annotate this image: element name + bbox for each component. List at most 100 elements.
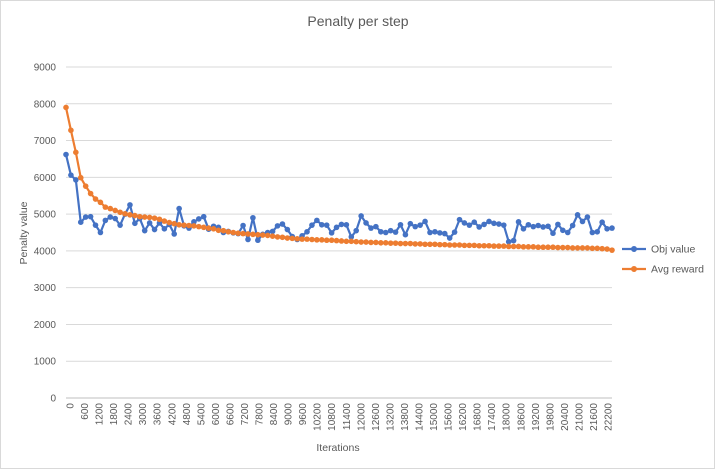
data-point [230, 229, 237, 236]
data-point [432, 241, 438, 248]
data-point [151, 226, 158, 233]
data-point [441, 241, 448, 248]
data-point [535, 244, 542, 251]
data-point [245, 231, 251, 237]
data-point [569, 245, 576, 251]
x-axis-title: Iterations [316, 442, 359, 454]
data-point [363, 220, 369, 226]
data-point [279, 234, 286, 241]
data-point [102, 217, 109, 224]
data-point [540, 224, 546, 230]
data-point [446, 235, 453, 241]
data-point [358, 213, 364, 219]
y-axis-tick-labels: 0 1000 2000 3000 4000 5000 6000 7000 8000 9000 [34, 63, 57, 405]
x-tick-label: 1200 [95, 403, 106, 426]
x-tick-label: 16200 [458, 403, 469, 431]
data-point [318, 221, 325, 228]
data-point [250, 231, 256, 238]
x-tick-label: 10200 [313, 403, 324, 431]
x-tick-label: 5400 [196, 403, 207, 426]
y-tick-label: 4000 [34, 246, 57, 257]
data-point [397, 221, 404, 228]
data-point [284, 226, 291, 233]
data-point [338, 238, 345, 244]
data-point [250, 214, 256, 221]
data-point [609, 225, 615, 231]
data-point [599, 245, 605, 252]
data-point [505, 243, 512, 250]
data-point [402, 240, 409, 247]
data-point [564, 244, 571, 251]
data-point [92, 222, 99, 228]
data-point [353, 227, 360, 234]
x-tick-label: 6000 [211, 403, 222, 426]
data-point [304, 236, 310, 242]
data-point [574, 212, 581, 218]
data-point [407, 220, 414, 227]
series-avg-reward [63, 104, 615, 253]
x-tick-label: 22200 [604, 403, 615, 431]
series-line [64, 154, 613, 243]
data-point [318, 237, 325, 243]
data-point [343, 221, 350, 228]
series-obj-value [63, 151, 615, 245]
data-point [200, 213, 207, 220]
data-point [594, 228, 601, 235]
data-point [141, 227, 148, 234]
x-tick-label: 21000 [574, 403, 585, 431]
data-point [77, 219, 84, 226]
data-point [323, 237, 330, 244]
data-point [63, 151, 69, 158]
data-point [82, 214, 89, 220]
data-point [245, 236, 251, 243]
data-point [146, 214, 153, 221]
data-point [299, 236, 305, 242]
x-tick-label: 12000 [356, 403, 367, 431]
data-point [378, 228, 384, 235]
data-point [471, 219, 478, 226]
data-point [589, 245, 596, 252]
data-point [333, 237, 340, 244]
data-point [68, 172, 74, 178]
data-point [579, 245, 586, 251]
y-tick-label: 9000 [34, 63, 57, 74]
data-point [240, 230, 246, 237]
data-point [136, 213, 143, 220]
data-point [461, 220, 468, 226]
data-point [540, 244, 546, 251]
data-point [205, 225, 212, 231]
data-point [122, 210, 128, 217]
data-point [471, 242, 478, 249]
data-point [392, 229, 399, 235]
data-point [171, 231, 178, 237]
data-point [255, 231, 261, 238]
data-point [200, 224, 207, 231]
data-point [368, 239, 374, 246]
data-point [466, 222, 473, 228]
data-point [491, 220, 497, 227]
data-point [451, 229, 458, 235]
data-point [102, 204, 109, 210]
data-point [269, 228, 276, 235]
data-point [402, 231, 409, 238]
data-point [77, 174, 84, 181]
data-point [569, 222, 576, 229]
data-point [382, 229, 389, 236]
data-point [107, 214, 114, 220]
data-point [97, 229, 104, 236]
legend-swatch-marker [631, 266, 637, 272]
data-point [397, 240, 404, 247]
data-point [437, 230, 443, 236]
data-point [515, 243, 522, 250]
data-point [225, 228, 232, 235]
data-point [161, 226, 168, 232]
data-point [279, 221, 286, 227]
data-point [269, 233, 276, 239]
data-point [358, 239, 364, 245]
data-point [196, 216, 202, 222]
data-point [417, 241, 423, 247]
data-point [378, 239, 384, 246]
data-point [314, 217, 320, 224]
data-point [446, 242, 453, 248]
data-point [363, 239, 369, 245]
